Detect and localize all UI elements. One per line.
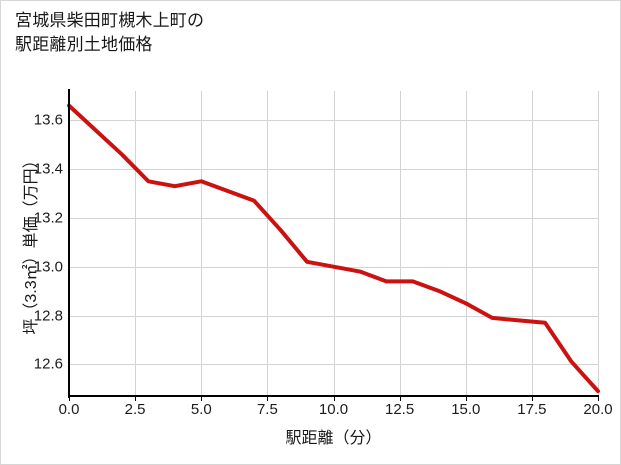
x-tick-mark <box>267 397 269 401</box>
x-tick-label: 20.0 <box>583 401 613 418</box>
y-axis-tick-labels: 13.6 13.4 13.2 13.0 12.8 12.6 <box>11 91 63 396</box>
series-line-chart <box>67 103 600 394</box>
x-axis-tick-labels: 0.0 2.5 5.0 7.5 10.0 12.5 15.0 17.5 20.0 <box>59 401 613 423</box>
plot-area <box>67 91 600 396</box>
gridline-x-6 <box>465 91 467 396</box>
x-tick-mark <box>201 397 203 401</box>
gridline-x-8 <box>598 91 599 396</box>
y-tick-label: 12.6 <box>33 355 63 373</box>
gridline-x-4 <box>333 91 335 396</box>
gridline-x-2 <box>201 91 203 396</box>
x-axis-tick-marks <box>69 397 599 402</box>
gridline-x-5 <box>399 91 401 396</box>
chart-title: 宮城県柴田町槻木上町の 駅距離別土地価格 <box>15 11 205 55</box>
x-tick-mark <box>69 397 70 401</box>
series-polyline <box>67 103 600 394</box>
x-tick-label: 15.0 <box>451 401 481 418</box>
gridline-x-1 <box>135 91 137 396</box>
x-tick-mark <box>333 397 335 401</box>
y-axis-label: 坪（3.3㎡）単価（万円） <box>23 152 40 335</box>
x-tick-label: 0.0 <box>58 401 80 418</box>
y-tick-label: 12.8 <box>33 307 63 324</box>
x-tick-label: 17.5 <box>517 401 547 418</box>
x-tick-mark <box>135 397 137 401</box>
y-tick-label: 13.4 <box>33 160 63 178</box>
x-tick-label: 5.0 <box>190 401 212 418</box>
x-tick-mark <box>598 397 599 401</box>
x-tick-mark <box>465 397 467 401</box>
gridline-x-7 <box>531 91 533 396</box>
x-tick-mark <box>399 397 401 401</box>
x-axis-spine <box>68 395 599 397</box>
x-tick-mark <box>531 397 533 401</box>
x-axis-label: 駅距離（分） <box>285 430 382 447</box>
y-tick-label: 13.6 <box>33 111 63 129</box>
y-axis-spine <box>68 89 70 398</box>
gridline-x-3 <box>267 91 269 396</box>
y-tick-label: 13.0 <box>33 258 63 276</box>
x-tick-label: 12.5 <box>384 401 415 418</box>
x-tick-label: 7.5 <box>256 401 278 418</box>
x-tick-label: 2.5 <box>124 401 146 418</box>
x-tick-label: 10.0 <box>318 401 349 418</box>
y-tick-label: 13.2 <box>33 209 63 227</box>
